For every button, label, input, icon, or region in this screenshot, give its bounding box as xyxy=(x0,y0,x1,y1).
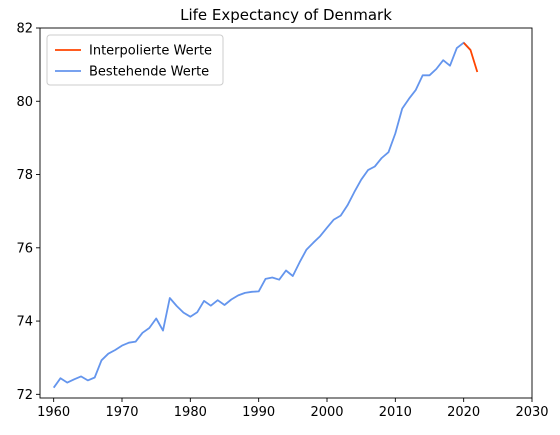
y-tick-label: 78 xyxy=(16,168,33,183)
series-line-bestehende-werte xyxy=(52,41,472,389)
y-tick-label: 80 xyxy=(16,95,33,110)
legend-label-interpolierte-werte: Interpolierte Werte xyxy=(89,44,212,59)
y-tick-label: 72 xyxy=(16,388,33,403)
legend-box xyxy=(46,34,224,86)
y-tick-label: 82 xyxy=(16,22,33,37)
x-tick-label: 1980 xyxy=(174,405,207,420)
y-tick-label: 76 xyxy=(16,241,33,256)
axes: 1960 1970 1980 1990 2000 2010 2020 2030 72 74 76 78… xyxy=(16,22,548,421)
x-tick-label: 1990 xyxy=(242,405,275,420)
y-tick-label: 74 xyxy=(16,315,33,330)
x-tick-label: 1960 xyxy=(37,405,70,420)
plot-frame xyxy=(39,27,533,399)
x-tick-label: 2020 xyxy=(447,405,480,420)
series-line-interpolierte-werte xyxy=(463,42,479,73)
legend: Interpolierte Werte Bestehende Werte xyxy=(46,34,224,86)
x-tick-label: 2030 xyxy=(515,405,548,420)
x-tick-label: 2010 xyxy=(379,405,412,420)
x-tick-label: 1970 xyxy=(105,405,138,420)
x-tick-label: 2000 xyxy=(310,405,343,420)
chart-title: Life Expectancy of Denmark xyxy=(180,6,392,24)
legend-label-bestehende-werte: Bestehende Werte xyxy=(89,65,209,80)
plot-area xyxy=(52,41,479,389)
